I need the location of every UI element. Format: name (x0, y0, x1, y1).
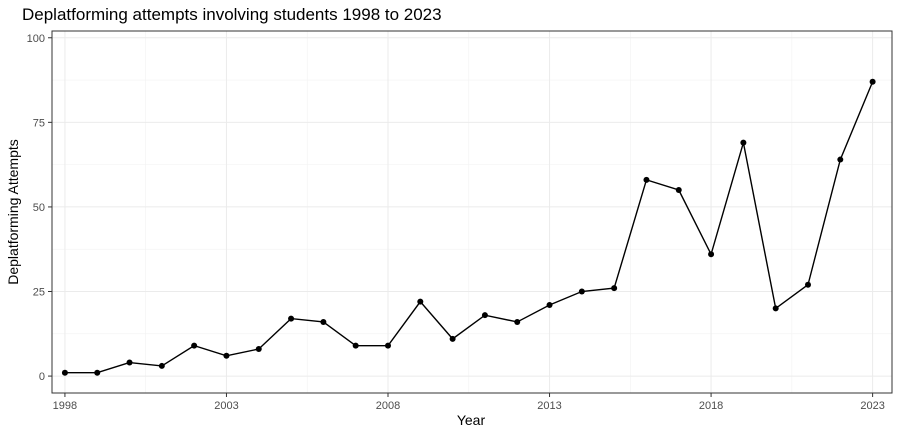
data-point (805, 281, 811, 288)
data-point (708, 251, 715, 258)
data-point (772, 305, 779, 312)
data-point (320, 318, 327, 325)
y-tick-label: 0 (39, 371, 45, 383)
data-point (417, 298, 424, 305)
x-tick-label: 2013 (537, 400, 561, 412)
y-tick-label: 100 (27, 33, 45, 45)
grid (52, 31, 892, 393)
data-point (611, 285, 618, 292)
data-point (255, 346, 262, 353)
y-tick-label: 25 (33, 287, 45, 299)
data-point (352, 342, 359, 349)
x-tick-label: 1998 (53, 400, 77, 412)
data-point (94, 369, 101, 376)
x-tick-label: 2008 (376, 400, 400, 412)
x-tick-label: 2018 (699, 400, 723, 412)
chart-title: Deplatforming attempts involving student… (22, 5, 442, 24)
data-point (223, 352, 230, 359)
y-tick-label: 50 (33, 202, 45, 214)
data-point (126, 359, 133, 366)
data-point (869, 78, 876, 85)
data-point (158, 362, 165, 369)
data-point (675, 187, 682, 194)
x-tick-label: 2003 (214, 400, 238, 412)
y-axis-title: Deplatforming Attempts (5, 139, 21, 285)
data-point (191, 342, 198, 349)
data-point (385, 342, 391, 349)
x-axis-title: Year (457, 412, 486, 428)
data-point (837, 156, 844, 163)
panel-border (51, 30, 893, 394)
data-point (578, 288, 585, 295)
data-point (514, 318, 521, 325)
data-point (61, 369, 68, 376)
x-tick-label: 2023 (860, 400, 884, 412)
data-point (740, 139, 747, 146)
data-point (288, 315, 295, 322)
data-point (546, 302, 553, 309)
series-line (64, 81, 874, 374)
series-layer (61, 78, 876, 376)
data-point (449, 335, 456, 342)
data-point (481, 312, 488, 319)
axes: 1998 2003 2008 2013 2018 2023 0 25 50 75 100 (27, 30, 893, 412)
data-point (643, 176, 650, 183)
y-tick-label: 75 (33, 117, 45, 129)
